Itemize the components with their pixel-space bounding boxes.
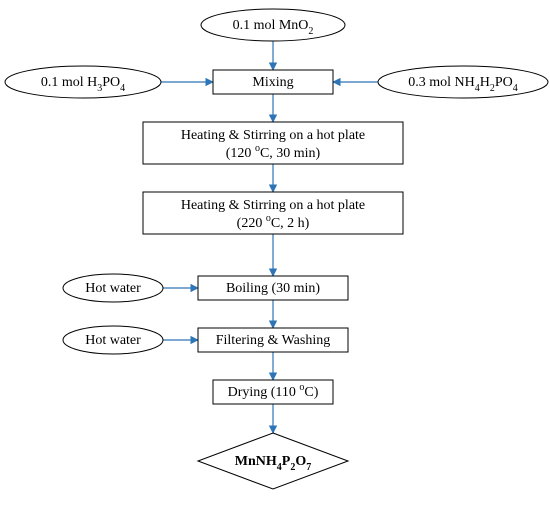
node-heat2: Heating & Stirring on a hot plate(220 oC… xyxy=(143,192,403,234)
node-nh4h2po4: 0.3 mol NH4H2PO4 xyxy=(378,66,548,98)
label-boiling: Boiling (30 min) xyxy=(226,281,320,296)
node-mixing: Mixing xyxy=(213,70,333,94)
label-mixing: Mixing xyxy=(252,75,293,90)
label-drying: Drying (110 oC) xyxy=(228,382,319,400)
node-heat1: Heating & Stirring on a hot plate(120 oC… xyxy=(143,122,403,164)
node-product: MnNH4P2O7 xyxy=(198,433,348,489)
node-boiling: Boiling (30 min) xyxy=(198,276,348,300)
label-heat2-l2: (220 oC, 2 h) xyxy=(237,213,310,231)
nodes-layer: 0.1 mol MnO2 0.1 mol H3PO4 0.3 mol NH4H2PO… xyxy=(5,9,548,489)
node-drying: Drying (110 oC) xyxy=(213,380,333,404)
node-h3po4: 0.1 mol H3PO4 xyxy=(5,66,161,98)
label-heat1-l2: (120 oC, 30 min) xyxy=(226,143,321,161)
label-heat2-l1: Heating & Stirring on a hot plate xyxy=(181,198,365,213)
label-hot2: Hot water xyxy=(85,333,141,348)
node-hot1: Hot water xyxy=(63,274,163,302)
edges-layer xyxy=(161,41,378,433)
node-hot2: Hot water xyxy=(63,326,163,354)
label-heat1-l1: Heating & Stirring on a hot plate xyxy=(181,128,365,143)
label-hot1: Hot water xyxy=(85,281,141,296)
node-mno2: 0.1 mol MnO2 xyxy=(201,9,345,41)
label-filter: Filtering & Washing xyxy=(216,333,331,348)
node-filter: Filtering & Washing xyxy=(198,328,348,352)
